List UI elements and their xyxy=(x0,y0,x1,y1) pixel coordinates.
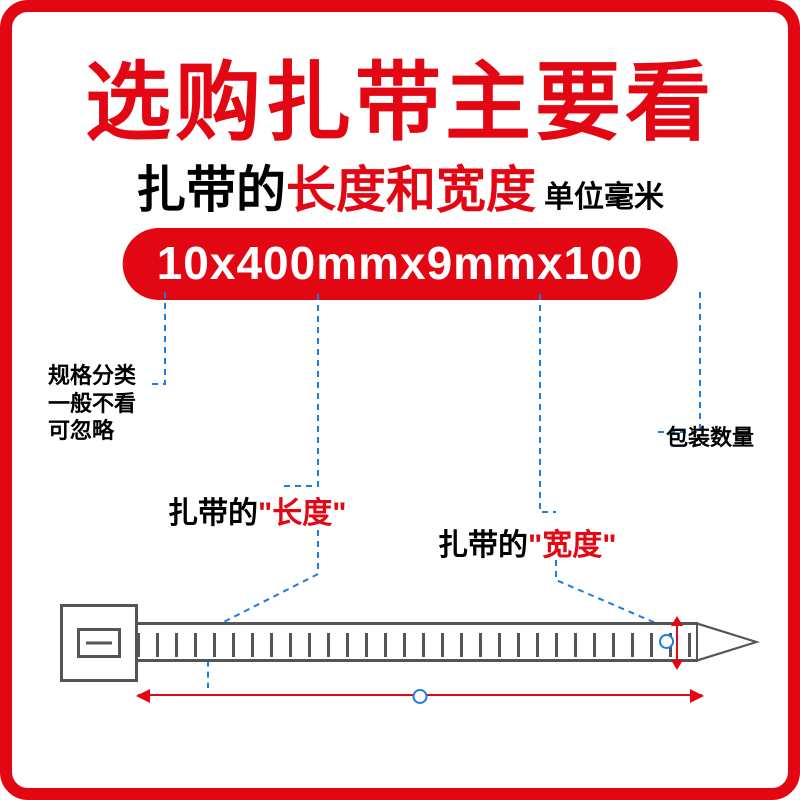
tie-head-latch xyxy=(77,628,121,658)
length-arrow-right xyxy=(690,689,704,703)
length-marker-dot xyxy=(413,689,428,704)
width-marker-dot xyxy=(659,634,674,649)
width-arrow-bottom xyxy=(671,660,683,670)
width-indicator xyxy=(676,618,678,668)
length-indicator xyxy=(138,694,702,696)
width-arrow-top xyxy=(671,616,683,626)
spec-pill: 10x400mmx9mmx100 xyxy=(123,228,678,300)
tie-strap xyxy=(138,622,698,662)
label-spec: 规格分类 一般不看 可忽略 xyxy=(48,362,136,445)
subtitle-unit: 单位毫米 xyxy=(544,181,664,214)
main-title: 选购扎带主要看 xyxy=(0,32,800,157)
length-arrow-left xyxy=(136,689,150,703)
subtitle-highlight: 长度和宽度 xyxy=(286,162,536,218)
cable-tie-diagram xyxy=(60,600,760,690)
subtitle-prefix: 扎带的 xyxy=(136,162,286,218)
tie-head xyxy=(60,604,138,682)
label-width: 扎带的"宽度" xyxy=(438,520,616,564)
label-pack: 包装数量 xyxy=(666,420,754,452)
tie-tip xyxy=(696,622,760,662)
subtitle-row: 扎带的长度和宽度单位毫米 xyxy=(0,150,800,222)
label-length: 扎带的"长度" xyxy=(168,488,346,532)
